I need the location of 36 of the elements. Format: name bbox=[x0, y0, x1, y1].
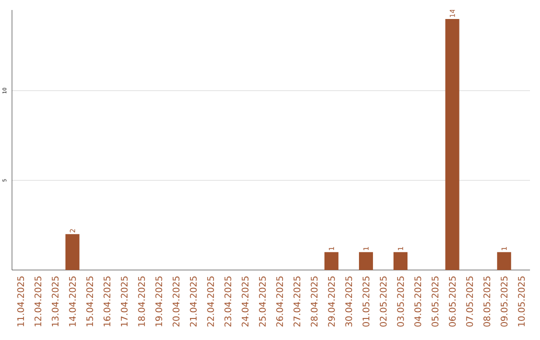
x-tick-label: 01.05.2025 bbox=[362, 276, 370, 327]
x-tick-label: 10.05.2025 bbox=[518, 276, 525, 326]
x-tick-label: 27.04.2025 bbox=[294, 276, 300, 327]
x-tick-label: 25.04.2025 bbox=[258, 276, 266, 327]
x-tick-label: 21.04.2025 bbox=[190, 276, 197, 327]
x-tick-label: 12.04.2025 bbox=[34, 276, 42, 326]
x-tick-label: 11.04.2025 bbox=[17, 276, 24, 326]
bar bbox=[358, 252, 373, 270]
bar bbox=[445, 18, 460, 270]
x-tick-label: 16.04.2025 bbox=[104, 276, 110, 326]
x-tick-label: 15.04.2025 bbox=[86, 276, 94, 326]
bar bbox=[394, 252, 408, 270]
x-tick-label: 08.05.2025 bbox=[483, 276, 490, 327]
x-tick-label: 05.05.2025 bbox=[432, 276, 438, 327]
bar bbox=[497, 252, 512, 270]
x-tick-label: 18.04.2025 bbox=[138, 276, 145, 326]
x-tick-label: 13.04.2025 bbox=[52, 276, 59, 326]
x-tick-label: 29.04.2025 bbox=[328, 276, 335, 327]
bar bbox=[65, 234, 80, 270]
x-tick-label: 14.04.2025 bbox=[69, 276, 76, 326]
x-tick-label: 22.04.2025 bbox=[207, 276, 214, 327]
x-tick-label: 24.04.2025 bbox=[242, 276, 249, 327]
x-tick-label: 02.05.2025 bbox=[380, 276, 387, 327]
x-tick-label: 26.04.2025 bbox=[276, 276, 284, 327]
x-tick-label: 09.05.2025 bbox=[500, 276, 508, 327]
x-tick-label: 07.05.2025 bbox=[466, 276, 473, 327]
x-tick-label: 28.04.2025 bbox=[310, 276, 318, 327]
x-tick-label: 03.05.2025 bbox=[397, 276, 404, 327]
x-tick-label: 06.05.2025 bbox=[448, 276, 456, 327]
x-tick-label: 17.04.2025 bbox=[120, 276, 128, 326]
bar bbox=[324, 252, 338, 270]
x-tick-label: 04.05.2025 bbox=[414, 276, 422, 327]
x-tick-label: 30.04.2025 bbox=[345, 276, 352, 327]
x-tick-label: 19.04.2025 bbox=[155, 276, 162, 326]
x-tick-label: 23.04.2025 bbox=[224, 276, 232, 327]
x-tick-label: 20.04.2025 bbox=[172, 276, 180, 327]
